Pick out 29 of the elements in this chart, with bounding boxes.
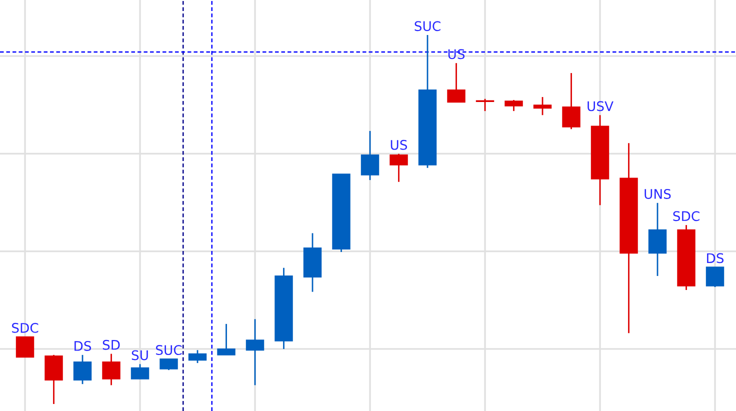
candlestick — [246, 318, 264, 386]
text: SUC — [156, 345, 182, 356]
text: USV — [588, 101, 614, 112]
candlestick — [706, 266, 724, 288]
candlestick — [447, 62, 466, 103]
text: SUC — [414, 21, 440, 32]
candlestick — [533, 96, 552, 116]
candlestick — [130, 363, 150, 380]
text: SDC — [673, 211, 700, 222]
text: SU — [132, 350, 148, 360]
text: US — [390, 140, 408, 150]
text: SDC — [12, 322, 38, 333]
candlestick — [160, 358, 178, 371]
candlestick — [562, 72, 580, 130]
candlestick — [476, 98, 494, 112]
candlestick — [648, 202, 667, 277]
candlestick — [188, 349, 207, 364]
candlestick — [360, 130, 380, 181]
candlestick — [44, 354, 63, 405]
text: DS — [74, 340, 92, 351]
text: SD — [102, 340, 120, 350]
candlestick — [390, 153, 408, 183]
text: UNS — [644, 188, 671, 199]
candlestick — [73, 354, 92, 385]
candlestick — [217, 323, 236, 356]
candlestick — [16, 336, 34, 358]
text: DS — [707, 253, 724, 264]
candlestick — [504, 99, 523, 112]
candlestick — [102, 353, 120, 386]
